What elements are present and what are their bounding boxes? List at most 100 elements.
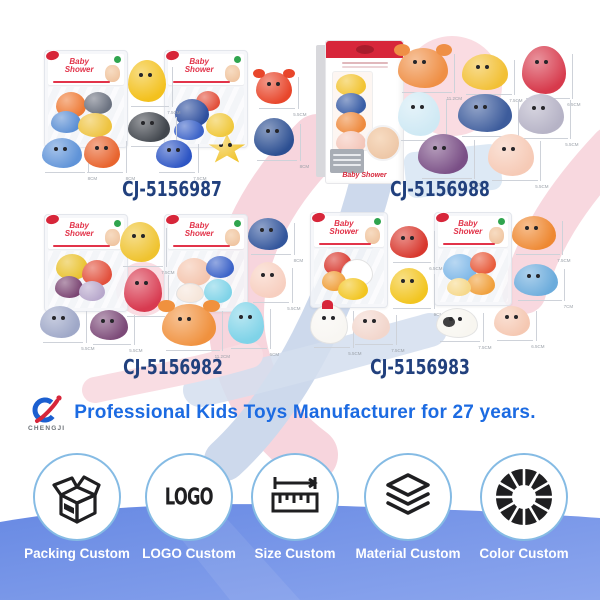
- toy-claw: [157, 299, 175, 313]
- bag-toy: [469, 251, 496, 274]
- box-toy: [336, 74, 366, 96]
- dimension-line: [45, 172, 86, 173]
- toy-navy-whale: 8CM: [254, 118, 309, 169]
- dimension-line: [491, 180, 538, 181]
- brand-sticker: [310, 210, 327, 225]
- dimension-line: [536, 310, 537, 341]
- feature-circle: [364, 453, 452, 541]
- bag-header: Baby Shower: [44, 48, 124, 85]
- bag-window: [48, 251, 124, 308]
- dimension-label: 7.5CM: [478, 345, 492, 351]
- box-baby-photo: [365, 125, 401, 161]
- green-badge-icon: [498, 218, 505, 225]
- dimension-label: 7.5CM: [509, 98, 523, 104]
- dimension-line: [93, 344, 132, 345]
- dimension-line: [562, 221, 563, 255]
- dimension-line: [292, 267, 293, 303]
- dimension-line: [440, 341, 481, 342]
- dimension-line: [251, 254, 292, 255]
- toy-cyan-penguin: 6CM: [228, 302, 279, 357]
- product-code: CJ-5156983: [370, 355, 470, 379]
- dimension-label: 5.5CM: [293, 112, 307, 118]
- red-bar: [173, 80, 231, 83]
- dimension-label: 5.5CM: [348, 351, 362, 357]
- dimension-label: 5.5CM: [287, 306, 301, 312]
- bag-window: [168, 87, 244, 144]
- toy-claw: [203, 299, 221, 313]
- brand-sticker: [164, 48, 181, 63]
- dimension-line: [300, 124, 301, 161]
- bag-toy: [55, 276, 84, 299]
- dimension-label: 7.5CM: [557, 258, 571, 264]
- bag-toy: [176, 283, 205, 304]
- dimension-line: [474, 140, 475, 179]
- dimension-label: 7CM: [563, 304, 574, 310]
- green-badge-icon: [114, 220, 121, 227]
- toy-claw: [436, 44, 452, 56]
- dimension-line: [166, 228, 167, 267]
- toy-orange-pig: 7.5CM: [512, 216, 571, 263]
- dimension-line: [434, 273, 435, 309]
- toy-eyes: [140, 121, 145, 125]
- toy-blue-stingray: 7.5CM: [156, 140, 207, 181]
- bag-label: Baby Shower: [64, 221, 94, 238]
- dimension-line: [230, 348, 267, 349]
- cj-logo-icon: [32, 395, 62, 423]
- dimension-label: 5.5CM: [81, 346, 95, 352]
- dimension-line: [355, 344, 394, 345]
- toy-eyes: [401, 235, 406, 240]
- toy-eyes: [321, 316, 326, 321]
- toy-eyes: [132, 234, 136, 238]
- toy-gray-walrus: 5.5CM: [518, 94, 579, 147]
- toy-white-hen: 5.5CM: [310, 300, 362, 356]
- blue-band-decor: [183, 313, 447, 407]
- dimension-line: [123, 266, 164, 267]
- dimension-line: [131, 106, 170, 107]
- layers-icon: [386, 473, 430, 515]
- dimension-label: 6.5CM: [429, 266, 443, 272]
- bag-window: [314, 249, 384, 304]
- polybag: Baby Shower: [310, 210, 388, 308]
- red-bar: [173, 244, 231, 247]
- bag-window: [438, 249, 508, 302]
- toy-yellow-fish: 7.5CM: [128, 60, 181, 115]
- brand-sticker: [434, 210, 451, 225]
- product-code: CJ-5156987: [122, 177, 222, 201]
- dimension-line: [257, 160, 298, 161]
- dimension-line: [396, 314, 397, 345]
- package-box-icon: [52, 475, 101, 524]
- toy-navy-whale: 9CM: [458, 94, 527, 145]
- baby-photo: [365, 227, 380, 244]
- green-badge-icon: [374, 218, 381, 225]
- toy-eyes: [401, 278, 406, 283]
- dimension-line: [126, 141, 127, 173]
- toy-eyes: [413, 60, 417, 64]
- toy-purple-fish: 5.5CM: [90, 310, 143, 353]
- box-bag-label: Baby Shower: [342, 172, 387, 179]
- dimension-line: [483, 313, 484, 342]
- toy-eyes: [525, 226, 530, 231]
- dimension-label: 7.5CM: [167, 110, 181, 116]
- bag-toy: [205, 112, 234, 137]
- toy-comb: [321, 300, 333, 309]
- chengji-logo: CHENGJI: [28, 394, 65, 432]
- pink-band-decor: [82, 342, 263, 403]
- dimension-label: 6CM: [269, 352, 280, 358]
- bag-toy: [338, 277, 369, 300]
- dimension-label: 8CM: [87, 176, 98, 182]
- bag-toy: [204, 278, 233, 303]
- toy-pink-octopus: 5.5CM: [488, 134, 549, 189]
- dimension-line: [462, 136, 517, 137]
- dimension-label: 5.5CM: [469, 182, 483, 188]
- bag-label: Baby Shower: [64, 57, 94, 74]
- green-badge-icon: [234, 56, 241, 63]
- product-code: CJ-5156988: [390, 177, 490, 201]
- toy-blue-penguin: 6CM: [398, 92, 455, 149]
- dimension-line: [176, 116, 177, 147]
- toy-eyes: [178, 316, 183, 321]
- polybag: Baby Shower: [44, 48, 128, 148]
- dimension-label: 5.5CM: [129, 348, 143, 354]
- dimension-line: [515, 254, 560, 255]
- feature-circle: LOGO: [145, 453, 233, 541]
- toy-eyes: [266, 81, 271, 86]
